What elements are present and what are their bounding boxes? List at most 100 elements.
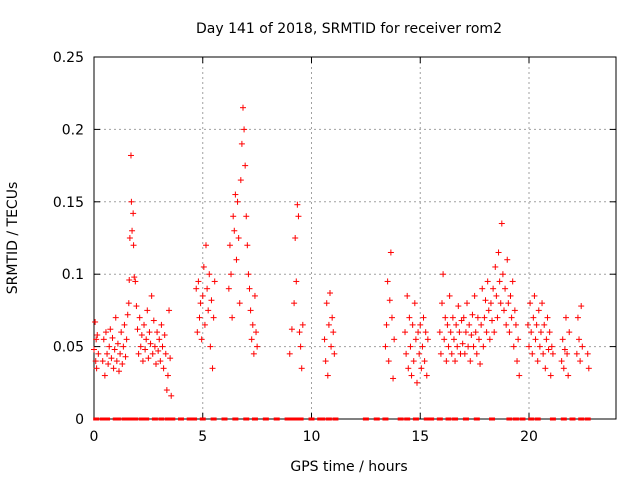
data-point: [167, 355, 174, 362]
data-point: [502, 285, 509, 292]
data-point: [526, 343, 532, 350]
data-point: [413, 379, 420, 386]
data-point: [511, 307, 518, 314]
data-point: [143, 336, 150, 343]
data-point: [294, 201, 301, 208]
data-point: [505, 300, 512, 307]
data-point: [464, 300, 471, 307]
data-point: [91, 346, 97, 353]
data-point: [490, 285, 497, 292]
data-point: [296, 329, 303, 336]
data-point: [130, 242, 137, 249]
data-points: [91, 104, 592, 399]
data-point: [421, 358, 428, 365]
data-point: [409, 321, 416, 328]
data-point: [532, 336, 539, 343]
data-point: [237, 177, 244, 184]
data-point: [136, 314, 143, 321]
data-point: [584, 350, 591, 357]
data-point: [423, 372, 430, 379]
data-point: [417, 321, 424, 328]
data-point: [536, 343, 543, 350]
data-point: [126, 276, 133, 283]
data-point: [248, 336, 255, 343]
chart-title: Day 141 of 2018, SRMTID for receiver rom…: [196, 21, 502, 37]
data-point: [402, 329, 409, 336]
data-point: [545, 346, 552, 353]
data-point: [325, 321, 332, 328]
data-point: [251, 292, 258, 299]
data-point: [150, 317, 157, 324]
data-point: [113, 358, 120, 365]
data-point: [92, 358, 99, 365]
data-point: [493, 292, 500, 299]
data-point: [466, 321, 473, 328]
data-point: [236, 300, 243, 307]
data-point: [559, 336, 566, 343]
data-point: [477, 360, 484, 367]
data-point: [139, 358, 146, 365]
data-point: [478, 321, 485, 328]
data-point: [573, 350, 580, 357]
data-point: [323, 300, 330, 307]
data-point: [481, 314, 488, 321]
data-point: [105, 360, 112, 367]
data-point: [118, 329, 125, 336]
y-tick-labels: 0 0.05 0.1 0.15 0.2 0.25: [53, 50, 84, 428]
data-point: [234, 198, 241, 205]
data-point: [422, 329, 429, 336]
data-point: [99, 358, 106, 365]
data-point: [125, 300, 132, 307]
y-tick-label: 0.05: [53, 340, 84, 356]
data-point: [151, 343, 158, 350]
data-point: [198, 336, 205, 343]
data-point: [245, 271, 252, 278]
data-point: [403, 350, 410, 357]
data-point: [210, 314, 217, 321]
data-point: [131, 274, 138, 281]
x-tick-label: 20: [520, 429, 538, 445]
data-point: [537, 329, 544, 336]
data-point: [474, 314, 481, 321]
data-point: [95, 350, 102, 357]
data-point: [146, 329, 153, 336]
x-tick-label: 5: [198, 429, 207, 445]
y-tick-label: 0.1: [62, 267, 84, 283]
data-point: [253, 329, 260, 336]
data-point: [391, 336, 398, 343]
y-tick-label: 0.2: [62, 122, 84, 138]
data-point: [208, 297, 215, 304]
data-point: [235, 235, 242, 241]
data-point: [114, 340, 121, 347]
data-point: [484, 278, 491, 285]
data-point: [382, 343, 389, 350]
data-point: [514, 358, 521, 365]
data-point: [163, 387, 170, 394]
data-point: [524, 321, 531, 328]
x-tick-labels: 0 5 10 15 20: [90, 429, 538, 445]
data-point: [564, 350, 571, 357]
data-point: [92, 318, 99, 325]
data-point: [120, 343, 127, 350]
data-point: [500, 307, 507, 314]
data-point: [456, 329, 463, 336]
data-point: [441, 336, 448, 343]
data-point: [531, 292, 538, 299]
data-point: [155, 347, 162, 354]
data-point: [199, 292, 206, 299]
data-point: [326, 290, 333, 297]
data-point: [479, 285, 486, 292]
y-tick-label: 0: [75, 412, 84, 428]
data-point: [324, 372, 331, 379]
data-point: [147, 340, 154, 347]
data-point: [498, 220, 505, 227]
data-point: [455, 303, 462, 310]
data-point: [195, 278, 202, 285]
data-point: [244, 242, 251, 249]
data-point: [449, 314, 456, 321]
data-point: [207, 343, 214, 350]
data-point: [298, 365, 305, 372]
data-point: [418, 365, 425, 372]
data-point: [452, 358, 459, 365]
data-point: [566, 329, 573, 336]
